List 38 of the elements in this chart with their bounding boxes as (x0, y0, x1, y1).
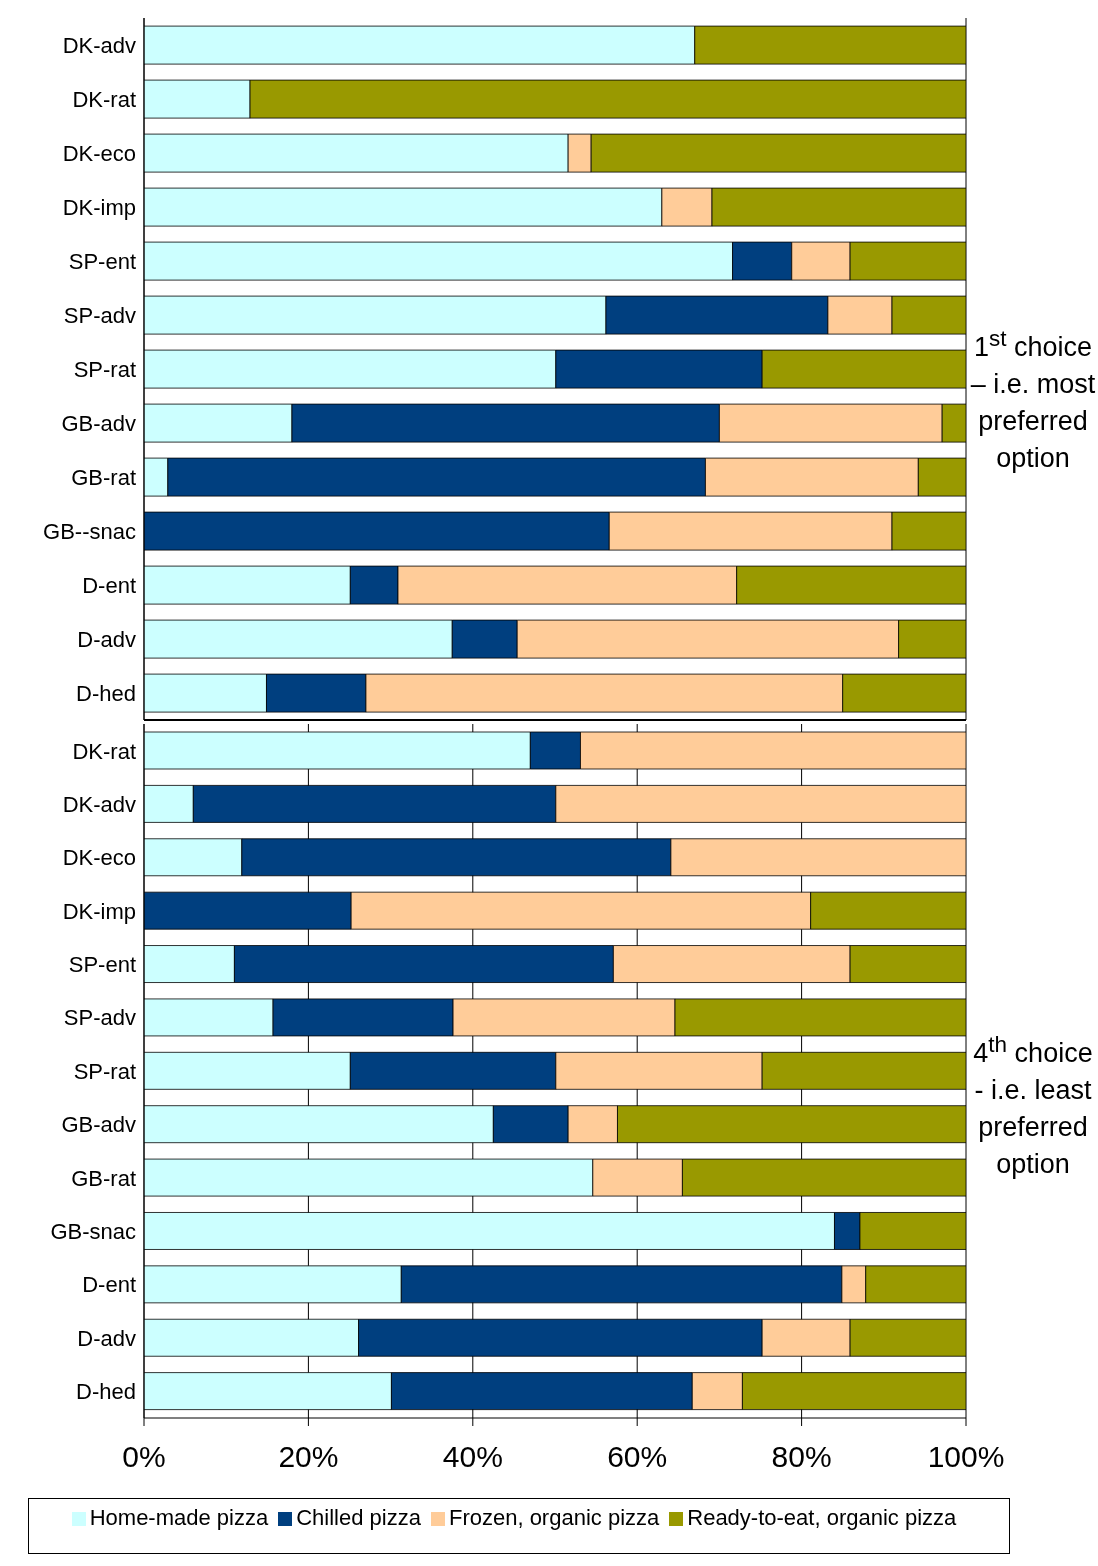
y-tick-label: SP-ent (68, 952, 136, 978)
x-tick-label: 100% (927, 1440, 1005, 1474)
y-tick-label: D-hed (76, 1379, 136, 1405)
y-tick-label: DK-imp (62, 898, 136, 924)
y-tick-label: SP-ent (68, 248, 136, 274)
x-tick-label: 40% (442, 1440, 503, 1474)
y-tick-label: DK-adv (62, 32, 136, 58)
y-tick-label: GB--snac (43, 518, 136, 544)
y-tick-label: SP-adv (63, 1005, 136, 1031)
y-tick-label: GB-adv (61, 410, 136, 436)
y-tick-label: D-adv (77, 626, 136, 652)
x-tick-label: 80% (771, 1440, 832, 1474)
y-tick-label: GB-adv (61, 1112, 136, 1138)
y-tick-label: D-ent (82, 572, 136, 598)
y-tick-label: DK-eco (62, 845, 136, 871)
legend-label: Ready-to-eat, organic pizza (687, 1505, 957, 1530)
x-tick-label: 60% (607, 1440, 668, 1474)
y-tick-label: SP-adv (63, 302, 136, 328)
y-tick-label: D-hed (76, 680, 136, 706)
legend-label: Chilled pizza (296, 1505, 421, 1530)
y-tick-label: DK-eco (62, 140, 136, 166)
y-tick-label: SP-rat (73, 1058, 136, 1084)
legend-label: Home-made pizza (89, 1505, 269, 1530)
y-tick-label: GB-rat (71, 1165, 136, 1191)
y-tick-label: DK-adv (62, 791, 136, 817)
y-tick-label: DK-imp (62, 194, 136, 220)
x-tick-label: 0% (122, 1440, 166, 1474)
y-tick-label: GB-rat (71, 464, 136, 490)
text: 4$^{th}$ choice - i.e. least preferred option (972, 1031, 1094, 1182)
text: 1$^{st}$ choice – i.e. most preferred option (969, 325, 1097, 476)
y-tick-label: GB-snac (50, 1218, 136, 1244)
y-tick-label: DK-rat (72, 86, 136, 112)
y-tick-label: D-ent (82, 1272, 136, 1298)
x-tick-label: 20% (278, 1440, 339, 1474)
y-tick-label: SP-rat (73, 356, 136, 382)
y-tick-label: DK-rat (72, 738, 136, 764)
legend-label: Frozen, organic pizza (448, 1505, 660, 1530)
y-tick-label: D-adv (77, 1325, 136, 1351)
